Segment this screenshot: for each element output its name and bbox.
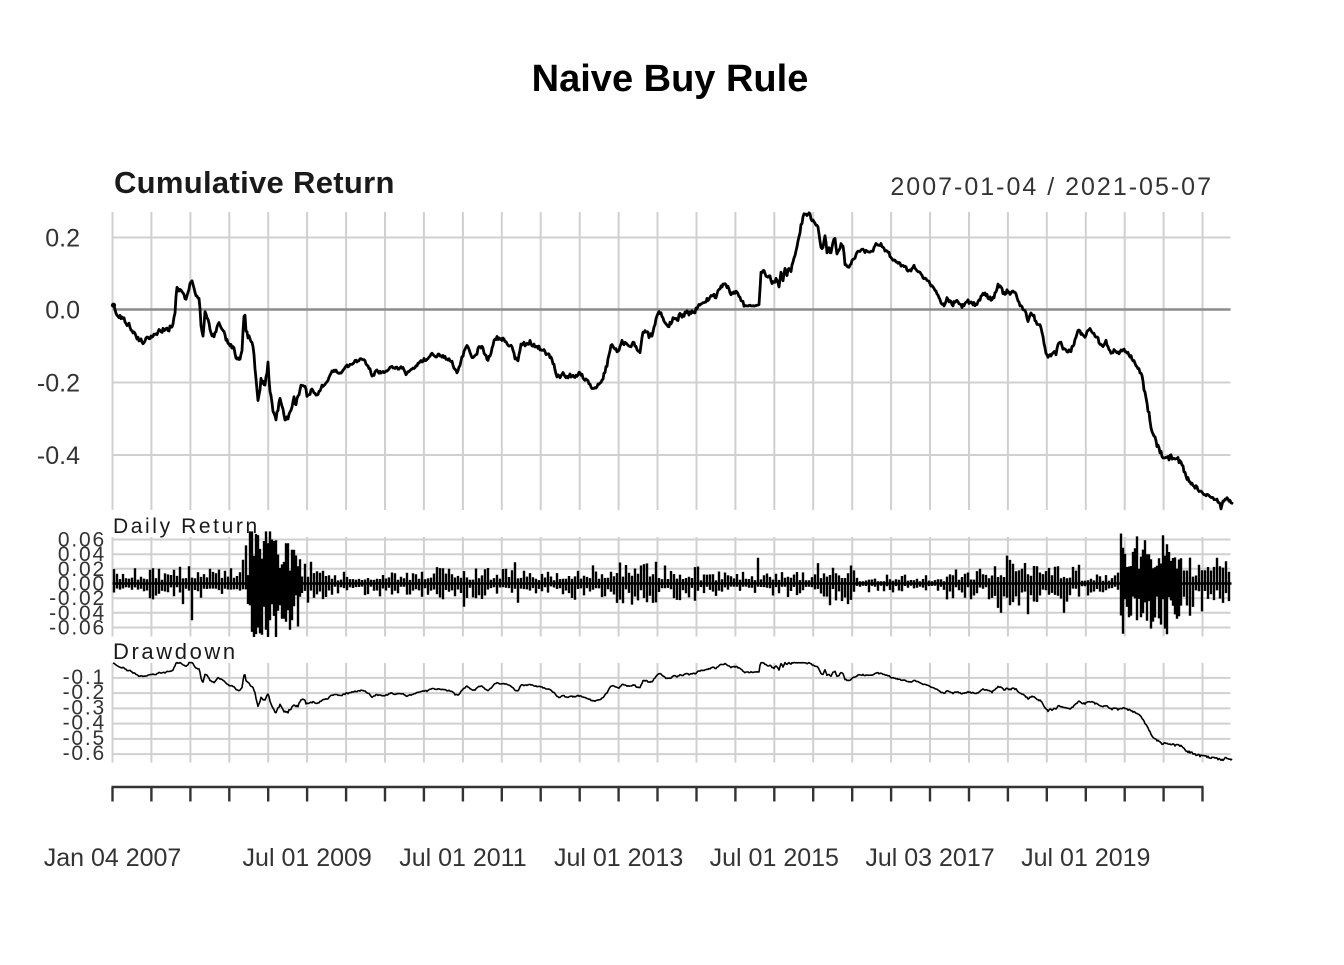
svg-text:Drawdown: Drawdown bbox=[113, 639, 238, 664]
svg-text:Jul 01 2013: Jul 01 2013 bbox=[554, 844, 683, 872]
svg-text:Jul 03 2017: Jul 03 2017 bbox=[865, 844, 994, 872]
svg-text:Jan 04 2007: Jan 04 2007 bbox=[44, 844, 182, 872]
svg-text:0.04: 0.04 bbox=[58, 543, 106, 566]
svg-text:-0.02: -0.02 bbox=[49, 587, 106, 610]
svg-text:Jul 01 2011: Jul 01 2011 bbox=[399, 844, 526, 872]
svg-text:0.0: 0.0 bbox=[45, 297, 80, 325]
svg-text:-0.04: -0.04 bbox=[49, 602, 106, 625]
svg-text:Jul 01 2009: Jul 01 2009 bbox=[243, 844, 372, 872]
svg-text:Naive Buy Rule: Naive Buy Rule bbox=[532, 58, 809, 100]
svg-text:-0.1: -0.1 bbox=[63, 666, 106, 689]
svg-text:0.00: 0.00 bbox=[58, 573, 106, 596]
svg-text:-0.4: -0.4 bbox=[37, 442, 80, 470]
svg-text:-0.2: -0.2 bbox=[37, 370, 80, 398]
svg-text:-0.2: -0.2 bbox=[63, 681, 106, 704]
svg-text:0.02: 0.02 bbox=[58, 558, 106, 581]
svg-text:0.2: 0.2 bbox=[45, 225, 80, 253]
svg-text:-0.3: -0.3 bbox=[63, 696, 106, 719]
svg-text:-0.5: -0.5 bbox=[63, 727, 106, 750]
svg-text:Jul 01 2019: Jul 01 2019 bbox=[1021, 844, 1150, 872]
svg-text:0.06: 0.06 bbox=[58, 529, 106, 552]
svg-text:2007-01-04 / 2021-05-07: 2007-01-04 / 2021-05-07 bbox=[890, 173, 1213, 201]
svg-text:-0.06: -0.06 bbox=[49, 617, 106, 640]
svg-text:Cumulative Return: Cumulative Return bbox=[114, 165, 395, 200]
svg-text:-0.6: -0.6 bbox=[63, 742, 106, 765]
svg-text:Jul 01 2015: Jul 01 2015 bbox=[710, 844, 839, 872]
svg-text:Daily Return: Daily Return bbox=[113, 515, 260, 538]
svg-text:-0.4: -0.4 bbox=[63, 712, 106, 735]
